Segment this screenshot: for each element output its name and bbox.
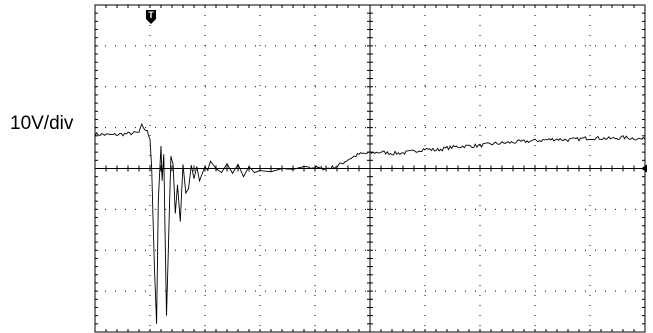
trigger-marker-label: T	[148, 10, 154, 20]
reference-arrow-icon	[641, 164, 647, 173]
trigger-marker-shape	[146, 10, 156, 24]
grid	[94, 4, 646, 333]
markers: T	[146, 10, 647, 173]
trigger-marker-icon: T	[146, 10, 156, 24]
vertical-scale-label: 10V/div	[10, 113, 74, 134]
signal-trace	[94, 122, 646, 324]
trace-layer	[94, 122, 646, 324]
